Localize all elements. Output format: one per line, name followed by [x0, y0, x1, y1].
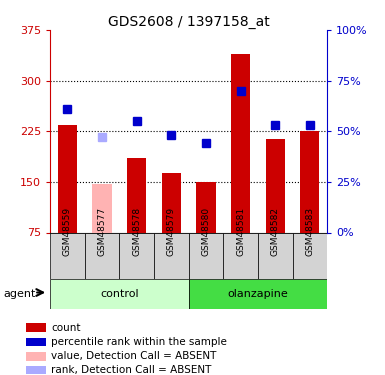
Bar [92, 184, 112, 232]
Bar [85, 232, 119, 279]
Text: GSM48583: GSM48583 [305, 207, 315, 256]
Text: GSM48582: GSM48582 [271, 207, 280, 256]
Bar [50, 279, 189, 309]
Text: GSM48559: GSM48559 [63, 207, 72, 256]
Bar [154, 232, 189, 279]
Text: rank, Detection Call = ABSENT: rank, Detection Call = ABSENT [51, 365, 211, 375]
Bar [293, 232, 327, 279]
Bar [223, 232, 258, 279]
Bar [50, 232, 85, 279]
Bar [300, 131, 320, 232]
Bar [26, 352, 46, 361]
Bar [58, 124, 77, 232]
Bar [119, 232, 154, 279]
Bar [26, 323, 46, 332]
Bar [196, 182, 216, 232]
Text: GSM48579: GSM48579 [167, 207, 176, 256]
Bar [162, 173, 181, 232]
Bar [127, 158, 146, 232]
Bar [266, 140, 285, 232]
Bar [231, 54, 250, 232]
Text: agent: agent [4, 290, 36, 299]
Text: olanzapine: olanzapine [228, 290, 288, 299]
Title: GDS2608 / 1397158_at: GDS2608 / 1397158_at [108, 15, 270, 29]
Text: count: count [51, 322, 80, 333]
Bar [258, 232, 293, 279]
Text: GSM48580: GSM48580 [201, 207, 211, 256]
Text: GSM48577: GSM48577 [97, 207, 107, 256]
Text: control: control [100, 290, 139, 299]
Text: GSM48581: GSM48581 [236, 207, 245, 256]
Text: percentile rank within the sample: percentile rank within the sample [51, 337, 227, 347]
Bar [26, 366, 46, 374]
Bar [189, 279, 327, 309]
Text: GSM48578: GSM48578 [132, 207, 141, 256]
Bar [189, 232, 223, 279]
Bar [26, 338, 46, 346]
Text: value, Detection Call = ABSENT: value, Detection Call = ABSENT [51, 351, 216, 361]
